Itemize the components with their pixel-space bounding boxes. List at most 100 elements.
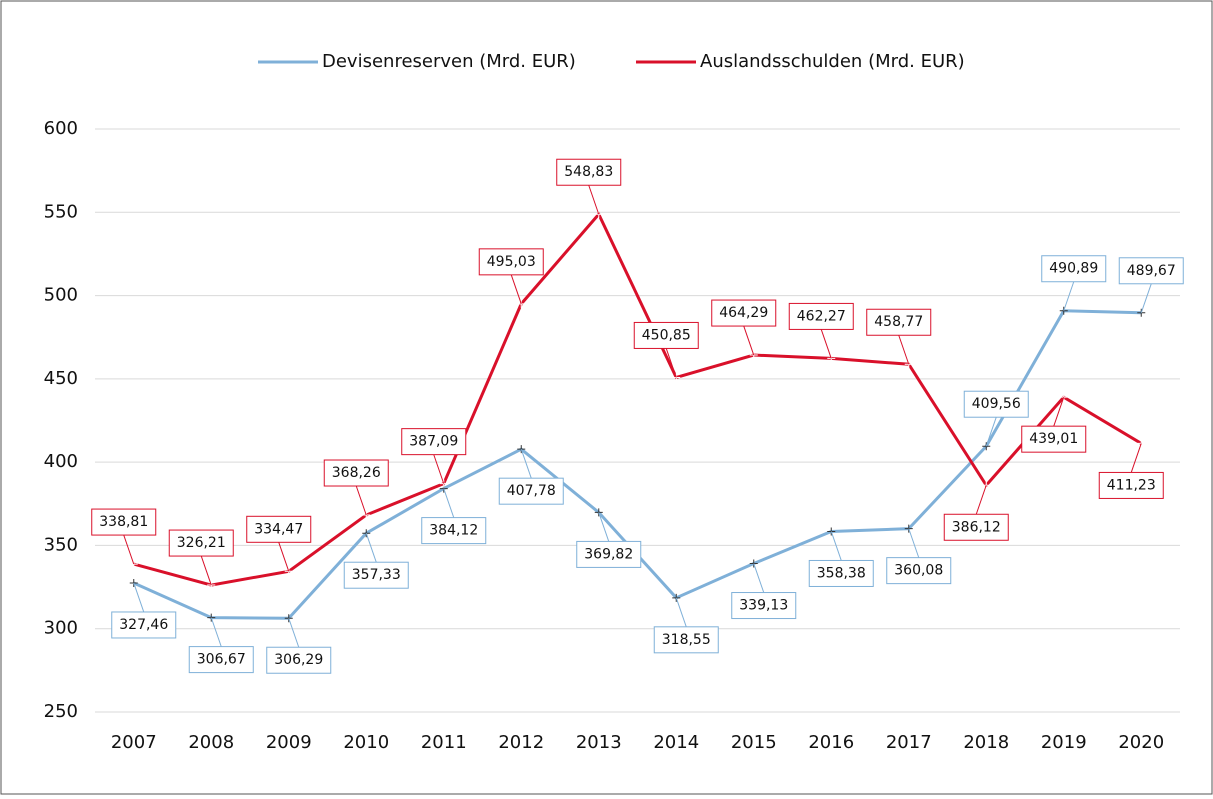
y-tick-label: 550 — [44, 201, 78, 222]
label-box — [1098, 471, 1164, 499]
label-box — [168, 529, 234, 557]
label-box — [943, 513, 1009, 541]
data-label: 489,67 — [1127, 263, 1176, 279]
point-marker — [672, 593, 681, 602]
data-label: 339,13 — [739, 598, 788, 614]
data-label: 548,83 — [564, 164, 613, 180]
data-label: 368,26 — [332, 465, 381, 481]
x-tick-label: 2013 — [576, 732, 622, 753]
point-marker — [594, 210, 603, 219]
label-box — [323, 459, 389, 487]
label-leader — [743, 325, 755, 356]
x-tick-label: 2009 — [266, 732, 312, 753]
label-box — [556, 158, 622, 186]
y-tick-label: 500 — [44, 285, 78, 306]
label-box — [498, 477, 564, 505]
label-box — [188, 646, 254, 674]
data-label: 338,81 — [99, 514, 148, 530]
point-marker — [1059, 393, 1068, 402]
label-box — [91, 508, 157, 536]
label-leader — [1130, 443, 1142, 473]
x-tick-label: 2014 — [653, 732, 699, 753]
label-box — [808, 559, 874, 587]
label-box — [343, 561, 409, 589]
x-tick-label: 2016 — [808, 732, 854, 753]
label-leader — [278, 542, 290, 572]
label-leader — [210, 617, 222, 647]
label-leader — [510, 274, 522, 305]
data-label: 318,55 — [662, 632, 711, 648]
point-marker — [904, 524, 913, 533]
y-tick-label: 450 — [44, 368, 78, 389]
x-tick-label: 2012 — [498, 732, 544, 753]
data-label: 439,01 — [1029, 431, 1078, 447]
label-box — [886, 557, 952, 585]
x-tick-label: 2008 — [188, 732, 234, 753]
data-label: 407,78 — [507, 483, 556, 499]
label-leader — [598, 512, 610, 542]
x-tick-label: 2007 — [111, 732, 157, 753]
point-marker — [904, 360, 913, 369]
legend-label: Auslandsschulden (Mrd. EUR) — [700, 51, 965, 72]
data-label: 495,03 — [487, 254, 536, 270]
data-label: 384,12 — [429, 523, 478, 539]
point-marker — [982, 442, 991, 451]
label-box — [711, 299, 777, 327]
label-leader — [133, 582, 145, 613]
label-leader — [1140, 283, 1152, 313]
label-leader — [985, 417, 997, 447]
data-label: 387,09 — [409, 434, 458, 450]
x-tick-label: 2017 — [886, 732, 932, 753]
data-label: 386,12 — [952, 519, 1001, 535]
data-label: 358,38 — [817, 565, 866, 581]
label-box — [266, 646, 332, 674]
x-tick-label: 2015 — [731, 732, 777, 753]
label-leader — [908, 528, 920, 558]
label-leader — [820, 329, 832, 359]
label-leader — [975, 485, 987, 515]
label-box — [866, 308, 932, 336]
label-box — [111, 611, 177, 639]
label-box — [421, 517, 487, 545]
y-tick-label: 300 — [44, 618, 78, 639]
y-tick-label: 600 — [44, 118, 78, 139]
data-label: 462,27 — [797, 308, 846, 324]
data-label: 327,46 — [119, 617, 168, 633]
label-box — [478, 248, 544, 276]
label-box — [633, 321, 699, 349]
label-leader — [753, 563, 765, 593]
label-leader — [1063, 281, 1075, 311]
label-leader — [433, 454, 445, 484]
label-leader — [200, 555, 212, 586]
label-leader — [443, 488, 455, 518]
label-leader — [898, 335, 910, 365]
label-box — [1118, 257, 1184, 285]
x-tick-label: 2019 — [1041, 732, 1087, 753]
label-box — [788, 302, 854, 330]
label-leader — [365, 533, 377, 563]
label-leader — [288, 618, 300, 648]
x-tick-label: 2018 — [963, 732, 1009, 753]
data-label: 357,33 — [352, 567, 401, 583]
label-box — [963, 390, 1029, 418]
data-label: 306,67 — [197, 652, 246, 668]
data-label: 334,47 — [254, 521, 303, 537]
data-label: 306,29 — [274, 652, 323, 668]
data-label: 450,85 — [642, 327, 691, 343]
point-marker — [129, 560, 138, 569]
label-box — [401, 428, 467, 456]
label-leader — [1053, 397, 1065, 427]
x-tick-label: 2020 — [1118, 732, 1164, 753]
label-box — [246, 515, 312, 543]
point-marker — [207, 581, 216, 590]
data-label: 360,08 — [894, 563, 943, 579]
x-tick-label: 2011 — [421, 732, 467, 753]
label-leader — [355, 485, 367, 516]
y-tick-label: 250 — [44, 701, 78, 722]
label-leader — [520, 449, 532, 479]
point-marker — [594, 508, 603, 517]
y-tick-label: 400 — [44, 451, 78, 472]
label-leader — [588, 185, 600, 215]
